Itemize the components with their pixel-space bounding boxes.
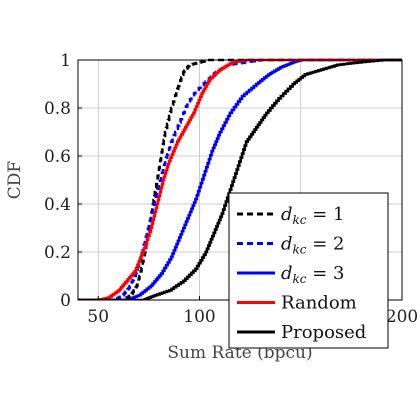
legend-label-4: Random <box>281 293 357 314</box>
x-tick-label: 50 <box>87 307 109 327</box>
series-line-5 <box>78 58 402 300</box>
series-lines <box>78 58 402 300</box>
y-tick-label: 0 <box>60 291 71 311</box>
x-tick-label: 100 <box>183 307 215 327</box>
legend-label-5: Proposed <box>281 322 366 343</box>
legend: dkc = 1 dkc = 2 dkc = 3 Random Proposed <box>228 192 389 349</box>
x-tick-label: 200 <box>386 307 418 327</box>
legend-label-1: dkc = 1 <box>281 204 345 227</box>
legend-box <box>228 192 389 349</box>
series-line-1 <box>78 58 402 300</box>
series-line-3 <box>78 58 402 300</box>
legend-label-2: dkc = 2 <box>281 234 345 257</box>
y-tick-label: 1 <box>60 51 71 71</box>
y-axis-label: CDF <box>5 161 25 200</box>
series-line-4 <box>78 58 402 300</box>
y-tick-label: 0.8 <box>44 99 71 119</box>
y-tick-label: 0.6 <box>44 147 71 167</box>
y-tick-label: 0.4 <box>44 195 71 215</box>
legend-label-3: dkc = 3 <box>281 263 345 286</box>
y-tick-label: 0.2 <box>44 243 71 263</box>
